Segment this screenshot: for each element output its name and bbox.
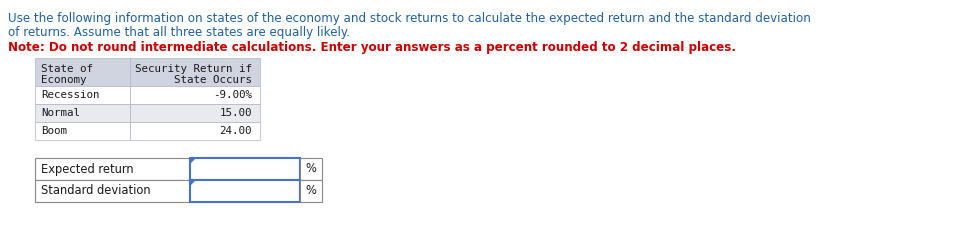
Polygon shape [190,180,195,185]
Bar [35,180,190,202]
Text: State of: State of [41,64,93,74]
Text: Standard deviation: Standard deviation [41,185,150,197]
Bar [190,180,300,202]
Text: %: % [305,185,317,197]
Bar [35,122,130,140]
Text: Boom: Boom [41,126,67,136]
Bar [130,86,260,104]
Text: Expected return: Expected return [41,163,134,175]
Text: Security Return if: Security Return if [135,64,252,74]
Text: %: % [305,163,317,175]
Polygon shape [190,158,195,163]
Text: of returns. Assume that all three states are equally likely.: of returns. Assume that all three states… [8,26,350,39]
Text: 15.00: 15.00 [219,108,252,118]
Text: Use the following information on states of the economy and stock returns to calc: Use the following information on states … [8,12,811,25]
Bar [130,122,260,140]
Bar [300,158,322,180]
Bar [300,180,322,202]
Bar [35,86,130,104]
Text: Recession: Recession [41,90,100,100]
Bar [35,104,130,122]
Bar [35,158,190,180]
Bar [130,104,260,122]
Bar [190,158,300,180]
Text: 24.00: 24.00 [219,126,252,136]
Bar [35,58,260,86]
Text: State Occurs: State Occurs [174,75,252,85]
Text: -9.00%: -9.00% [213,90,252,100]
Text: Normal: Normal [41,108,80,118]
Text: Economy: Economy [41,75,86,85]
Text: Note: Do not round intermediate calculations. Enter your answers as a percent ro: Note: Do not round intermediate calculat… [8,41,736,54]
